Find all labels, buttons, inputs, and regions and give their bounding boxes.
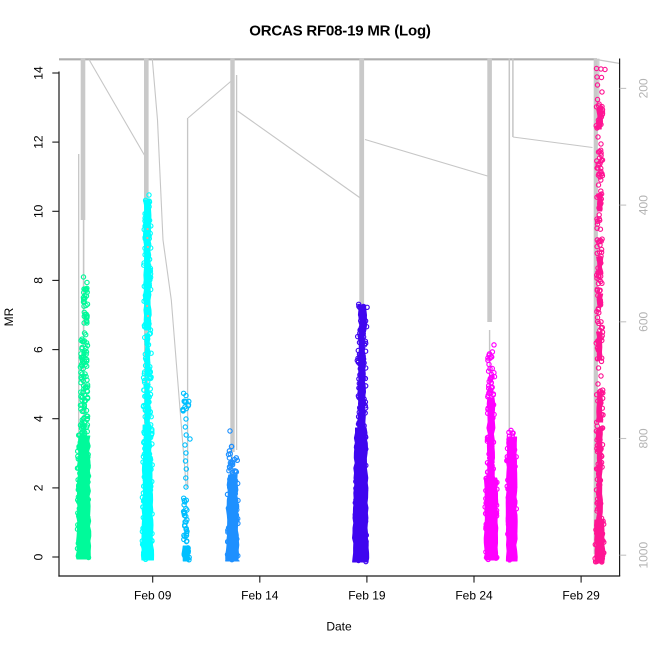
svg-text:800: 800	[637, 428, 650, 448]
svg-text:12: 12	[32, 135, 46, 149]
svg-text:14: 14	[32, 66, 46, 80]
svg-text:Feb 09: Feb 09	[134, 589, 172, 603]
svg-text:Date: Date	[326, 620, 352, 634]
svg-text:Feb 29: Feb 29	[562, 589, 600, 603]
svg-text:10: 10	[32, 204, 46, 218]
svg-text:600: 600	[637, 311, 650, 331]
svg-text:Feb 14: Feb 14	[241, 589, 279, 603]
svg-text:0: 0	[32, 553, 46, 560]
svg-text:2: 2	[32, 484, 46, 491]
svg-text:ORCAS RF08-19 MR (Log): ORCAS RF08-19 MR (Log)	[249, 22, 431, 39]
svg-text:200: 200	[637, 78, 650, 98]
svg-text:4: 4	[32, 415, 46, 422]
svg-text:Feb 24: Feb 24	[455, 589, 493, 603]
svg-text:8: 8	[32, 277, 46, 284]
svg-text:MR: MR	[2, 307, 16, 326]
svg-text:1000: 1000	[637, 542, 650, 569]
svg-text:400: 400	[637, 195, 650, 215]
svg-text:Feb 19: Feb 19	[348, 589, 386, 603]
svg-text:6: 6	[32, 346, 46, 353]
